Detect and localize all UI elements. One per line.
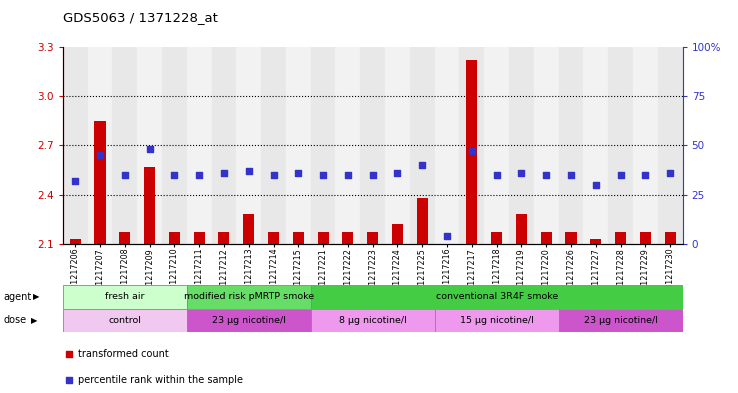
Bar [112, 47, 137, 244]
Bar [268, 232, 279, 244]
Bar [187, 285, 311, 309]
Bar [559, 309, 683, 332]
Text: fresh air: fresh air [105, 292, 145, 301]
Point [243, 168, 255, 174]
Bar [584, 47, 608, 244]
Text: transformed count: transformed count [78, 349, 169, 359]
Bar [218, 232, 230, 244]
Bar [640, 232, 651, 244]
Bar [534, 47, 559, 244]
Bar [212, 47, 236, 244]
Bar [63, 285, 187, 309]
Point [466, 148, 477, 154]
Bar [63, 47, 88, 244]
Point [193, 172, 205, 178]
Bar [286, 47, 311, 244]
Bar [559, 47, 584, 244]
Bar [187, 309, 311, 332]
Bar [311, 47, 336, 244]
Bar [311, 285, 683, 309]
Point [342, 172, 354, 178]
Point [640, 172, 652, 178]
Point [664, 170, 676, 176]
Bar [392, 224, 403, 244]
Text: ▶: ▶ [33, 292, 40, 301]
Point [416, 162, 428, 168]
Text: percentile rank within the sample: percentile rank within the sample [78, 375, 244, 385]
Bar [187, 47, 212, 244]
Bar [137, 47, 162, 244]
Point [590, 182, 601, 188]
Point [144, 146, 156, 152]
Bar [293, 232, 304, 244]
Bar [509, 47, 534, 244]
Bar [88, 47, 112, 244]
Point [268, 172, 280, 178]
Bar [658, 47, 683, 244]
Bar [516, 214, 527, 244]
Bar [417, 198, 428, 244]
Bar [385, 47, 410, 244]
Bar [69, 239, 80, 244]
Point [63, 351, 75, 357]
Point [317, 172, 329, 178]
Text: 23 µg nicotine/l: 23 µg nicotine/l [584, 316, 658, 325]
Bar [317, 232, 328, 244]
Point [516, 170, 528, 176]
Text: agent: agent [4, 292, 32, 302]
Point [292, 170, 304, 176]
Bar [311, 309, 435, 332]
Bar [466, 60, 477, 244]
Bar [435, 309, 559, 332]
Bar [608, 47, 633, 244]
Point [119, 172, 131, 178]
Bar [193, 232, 204, 244]
Bar [119, 232, 131, 244]
Point [615, 172, 627, 178]
Point [565, 172, 577, 178]
Point [491, 172, 503, 178]
Point [218, 170, 230, 176]
Bar [665, 232, 676, 244]
Bar [336, 47, 360, 244]
Point [392, 170, 404, 176]
Point [168, 172, 180, 178]
Text: 8 µg nicotine/l: 8 µg nicotine/l [339, 316, 407, 325]
Bar [261, 47, 286, 244]
Bar [633, 47, 658, 244]
Bar [491, 232, 503, 244]
Text: 15 µg nicotine/l: 15 µg nicotine/l [460, 316, 534, 325]
Bar [63, 309, 187, 332]
Bar [243, 214, 255, 244]
Point [69, 178, 81, 184]
Bar [236, 47, 261, 244]
Bar [541, 232, 552, 244]
Bar [615, 232, 627, 244]
Bar [435, 47, 460, 244]
Bar [144, 167, 155, 244]
Bar [484, 47, 509, 244]
Bar [565, 232, 576, 244]
Bar [360, 47, 385, 244]
Bar [162, 47, 187, 244]
Bar [169, 232, 180, 244]
Point [441, 233, 453, 239]
Bar [410, 47, 435, 244]
Bar [94, 121, 106, 244]
Text: dose: dose [4, 315, 27, 325]
Text: modified risk pMRTP smoke: modified risk pMRTP smoke [184, 292, 314, 301]
Bar [367, 232, 379, 244]
Text: control: control [108, 316, 141, 325]
Text: 23 µg nicotine/l: 23 µg nicotine/l [212, 316, 286, 325]
Text: conventional 3R4F smoke: conventional 3R4F smoke [435, 292, 558, 301]
Point [94, 152, 106, 158]
Bar [342, 232, 354, 244]
Bar [460, 47, 484, 244]
Text: GDS5063 / 1371228_at: GDS5063 / 1371228_at [63, 11, 218, 24]
Text: ▶: ▶ [31, 316, 38, 325]
Point [540, 172, 552, 178]
Bar [590, 239, 601, 244]
Point [367, 172, 379, 178]
Point [63, 376, 75, 383]
